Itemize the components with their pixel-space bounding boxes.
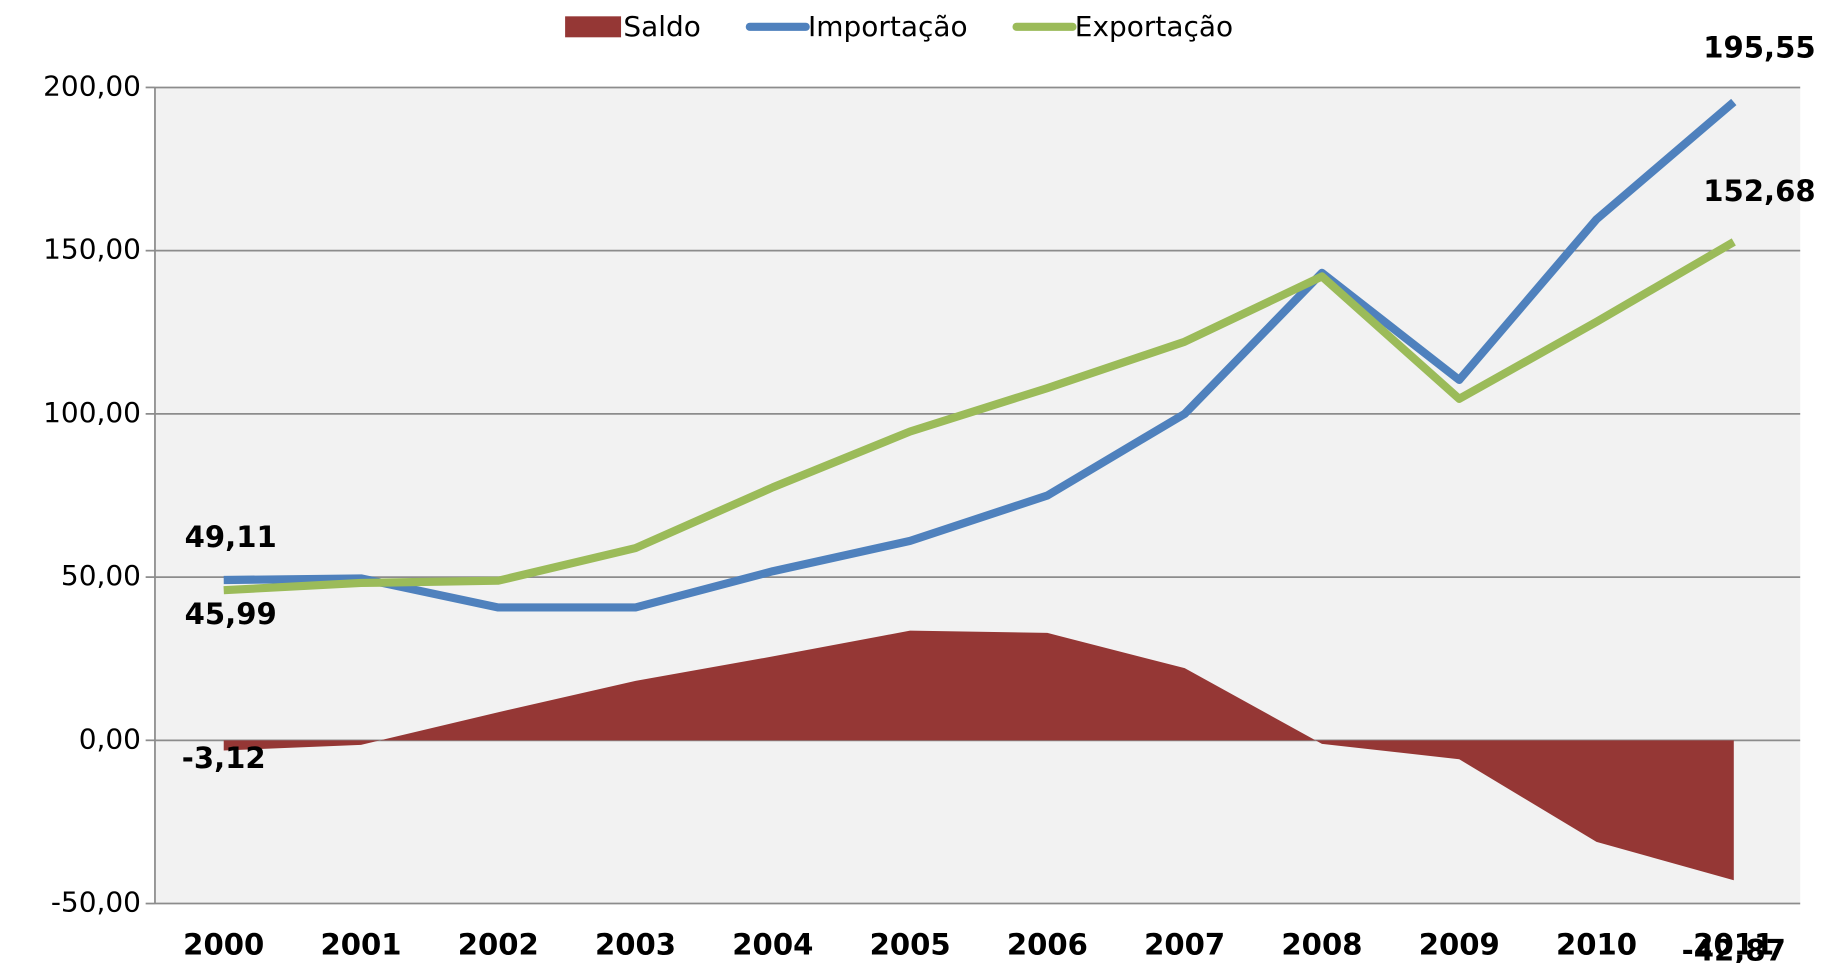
legend-label: Exportação <box>1075 10 1233 43</box>
data-label: 152,68 <box>1703 174 1815 208</box>
y-tick-label: 100,00 <box>43 396 141 429</box>
x-tick-label: 2010 <box>1556 928 1637 962</box>
x-tick-label: 2000 <box>183 928 264 962</box>
x-tick-label: 2001 <box>320 928 401 962</box>
data-label: 45,99 <box>185 597 277 631</box>
legend-label: Saldo <box>623 10 701 43</box>
x-tick-label: 2011 <box>1693 928 1774 962</box>
area <box>223 630 1734 881</box>
x-tick-label: 2005 <box>870 928 951 962</box>
x-tick-label: 2003 <box>595 928 676 962</box>
x-tick-label: 2007 <box>1144 928 1225 962</box>
y-tick-label: 0,00 <box>79 722 141 755</box>
y-tick-label: 150,00 <box>43 233 141 266</box>
line <box>223 238 1736 595</box>
y-tick-label: 50,00 <box>61 559 141 592</box>
data-label: 49,11 <box>185 520 277 554</box>
data-label: -3,12 <box>182 741 266 775</box>
legend-label: Importação <box>808 10 968 43</box>
x-tick-label: 2009 <box>1419 928 1500 962</box>
y-tick-label: -50,00 <box>51 886 141 919</box>
x-tick-label: 2004 <box>732 928 813 962</box>
y-tick-label: 200,00 <box>43 69 141 102</box>
x-tick-label: 2008 <box>1281 928 1362 962</box>
legend-swatch <box>565 16 622 38</box>
data-label: 195,55 <box>1703 30 1815 64</box>
x-tick-label: 2002 <box>458 928 539 962</box>
line <box>223 98 1737 612</box>
data-label: -42,87 <box>1682 934 1786 963</box>
x-tick-label: 2006 <box>1007 928 1088 962</box>
